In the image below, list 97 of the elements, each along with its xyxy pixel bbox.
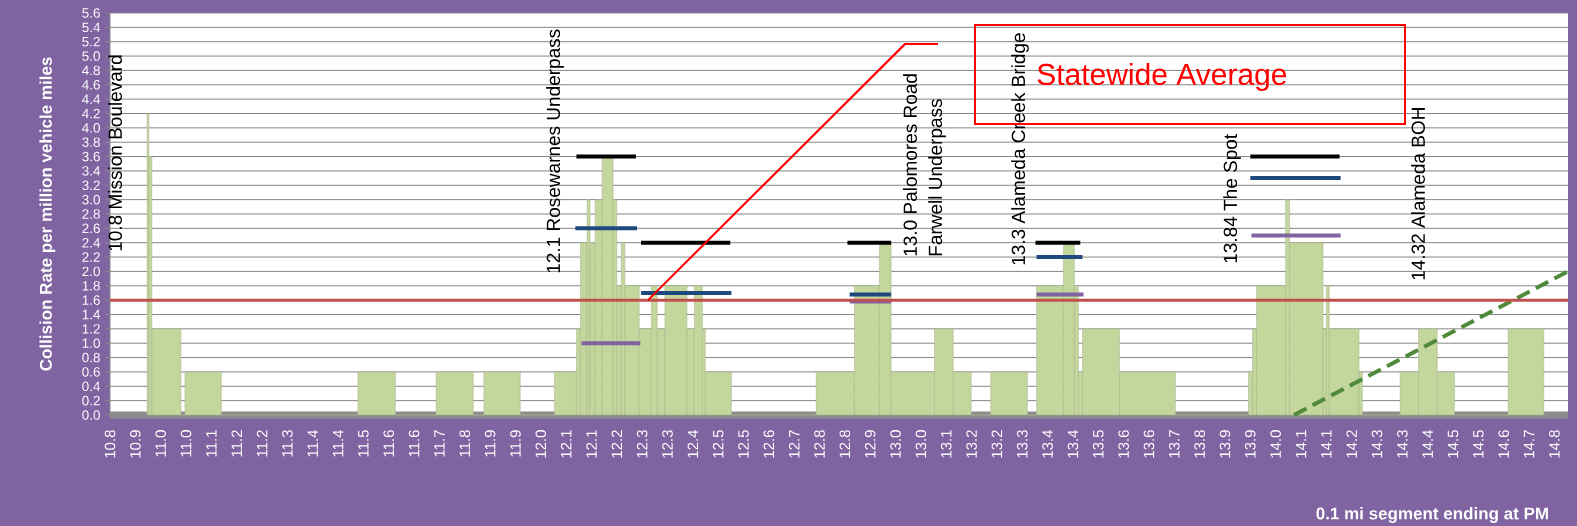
x-tick-label: 14.3 xyxy=(1371,430,1383,458)
y-axis-title: Collision Rate per million vehicle miles xyxy=(39,57,56,371)
x-tick-label: 11.0 xyxy=(155,430,166,457)
x-tick-label: 11.4 xyxy=(307,429,318,457)
x-tick-label: 12.8 xyxy=(839,430,851,458)
x-tick-label: 10.8 xyxy=(104,430,116,458)
annotation: 10.8 Mission Boulevard xyxy=(108,55,122,251)
y-tick-label: 0.6 xyxy=(82,367,100,377)
x-tick-label: 14.2 xyxy=(1346,430,1357,458)
y-tick-label: 4.0 xyxy=(82,123,100,133)
x-tick-label: 14.6 xyxy=(1498,430,1510,458)
x-tick-label: 14.1 xyxy=(1321,430,1332,458)
x-tick-label: 13.4 xyxy=(1042,429,1053,458)
y-tick-label: 4.6 xyxy=(82,80,100,90)
x-tick-label: 12.3 xyxy=(636,430,648,458)
y-tick-label: 1.4 xyxy=(82,309,101,320)
x-axis-title: 0.1 mi segment ending at PM xyxy=(1316,507,1548,523)
annotation: Statewide Average xyxy=(1037,63,1287,91)
y-tick-label: 5.2 xyxy=(82,36,100,47)
x-tick-label: 13.1 xyxy=(940,430,952,458)
x-tick-label: 13.8 xyxy=(1194,430,1205,458)
y-tick-label: 2.8 xyxy=(82,209,100,219)
y-tick-label: 3.2 xyxy=(82,180,100,191)
x-tick-label: 13.0 xyxy=(890,430,901,458)
x-tick-label: 12.5 xyxy=(712,430,724,458)
y-tick-label: 1.8 xyxy=(82,281,100,291)
y-tick-label: 0.8 xyxy=(82,352,100,363)
x-tick-label: 11.7 xyxy=(434,430,445,457)
annotation: 13.3 Alameda Creek Bridge xyxy=(1011,33,1029,265)
x-tick-label: 12.7 xyxy=(788,430,800,458)
annotation: Farwell Underpass xyxy=(928,99,946,256)
x-tick-label: 13.6 xyxy=(1143,430,1155,458)
x-tick-label: 12.6 xyxy=(763,430,775,458)
x-tick-label: 11.0 xyxy=(180,430,192,457)
y-tick-label: 4.2 xyxy=(82,108,100,119)
x-tick-label: 14.5 xyxy=(1473,430,1484,458)
x-tick-label: 12.5 xyxy=(738,430,749,458)
x-tick-label: 12.9 xyxy=(864,430,876,458)
y-tick-label: 3.6 xyxy=(82,151,100,162)
x-tick-label: 11.9 xyxy=(484,430,496,457)
x-tick-label: 12.3 xyxy=(662,430,673,458)
x-tick-label: 14.8 xyxy=(1549,430,1560,458)
x-tick-label: 14.5 xyxy=(1447,430,1459,458)
y-tick-label: 2.2 xyxy=(82,252,100,262)
y-tick-label: 0.0 xyxy=(82,410,100,420)
x-tick-label: 14.4 xyxy=(1422,429,1433,458)
x-tick-label: 13.9 xyxy=(1219,430,1231,458)
y-tick-label: 1.2 xyxy=(82,324,100,334)
x-tick-label: 11.6 xyxy=(408,430,420,457)
y-tick-label: 5.6 xyxy=(82,8,100,18)
x-tick-label: 11.9 xyxy=(510,430,521,457)
x-tick-label: 13.2 xyxy=(966,430,977,458)
x-tick-label: 13.3 xyxy=(1016,430,1028,458)
y-tick-label: 3.0 xyxy=(82,194,100,205)
x-tick-label: 11.8 xyxy=(459,430,471,457)
x-tick-label: 13.4 xyxy=(1067,429,1079,458)
x-tick-label: 11.6 xyxy=(383,430,395,457)
y-tick-label: 2.0 xyxy=(82,266,100,277)
x-tick-label: 13.7 xyxy=(1168,430,1180,458)
y-tick-label: 3.4 xyxy=(82,166,101,176)
y-tick-label: 2.4 xyxy=(82,237,101,248)
x-tick-label: 13.9 xyxy=(1245,430,1256,458)
x-tick-label: 14.0 xyxy=(1270,430,1281,458)
x-tick-label: 12.0 xyxy=(535,430,547,458)
y-tick-label: 0.4 xyxy=(82,381,101,392)
x-tick-label: 11.5 xyxy=(358,430,369,457)
y-tick-label: 4.4 xyxy=(82,94,101,104)
x-tick-label: 11.2 xyxy=(231,430,242,457)
x-tick-label: 11.2 xyxy=(256,430,268,457)
x-tick-label: 12.8 xyxy=(814,430,825,458)
y-tick-label: 1.0 xyxy=(82,338,100,348)
x-tick-label: 14.3 xyxy=(1397,430,1408,458)
y-tick-label: 3.8 xyxy=(82,137,100,147)
y-tick-label: 2.6 xyxy=(82,223,100,234)
x-tick-label: 13.2 xyxy=(991,430,1003,458)
x-tick-label: 11.3 xyxy=(282,430,293,457)
x-tick-label: 12.2 xyxy=(611,430,623,458)
annotation: 14.32 Alameda BOH xyxy=(1411,108,1425,280)
x-tick-label: 14.7 xyxy=(1523,430,1535,458)
annotation: 13.84 The Spot xyxy=(1223,134,1241,263)
x-tick-label: 12.1 xyxy=(586,430,597,458)
x-tick-label: 14.1 xyxy=(1295,430,1307,458)
x-tick-label: 13.6 xyxy=(1118,430,1129,458)
x-tick-label: 12.4 xyxy=(687,429,699,458)
x-tick-label: 11.1 xyxy=(206,430,217,457)
x-tick-label: 12.1 xyxy=(560,430,572,458)
annotation: 13.0 Palomores Road xyxy=(903,74,917,256)
y-tick-label: 4.8 xyxy=(82,65,100,76)
x-tick-label: 10.9 xyxy=(130,430,141,458)
y-tick-label: 5.4 xyxy=(82,22,101,33)
x-tick-label: 11.4 xyxy=(332,429,344,457)
x-tick-label: 13.5 xyxy=(1092,430,1104,458)
y-tick-label: 5.0 xyxy=(82,51,100,61)
annotation: 12.1 Rosewarnes Underpass xyxy=(546,29,564,273)
y-tick-label: 1.6 xyxy=(82,295,100,305)
y-tick-label: 0.2 xyxy=(82,395,100,406)
x-tick-label: 13.0 xyxy=(915,430,927,458)
